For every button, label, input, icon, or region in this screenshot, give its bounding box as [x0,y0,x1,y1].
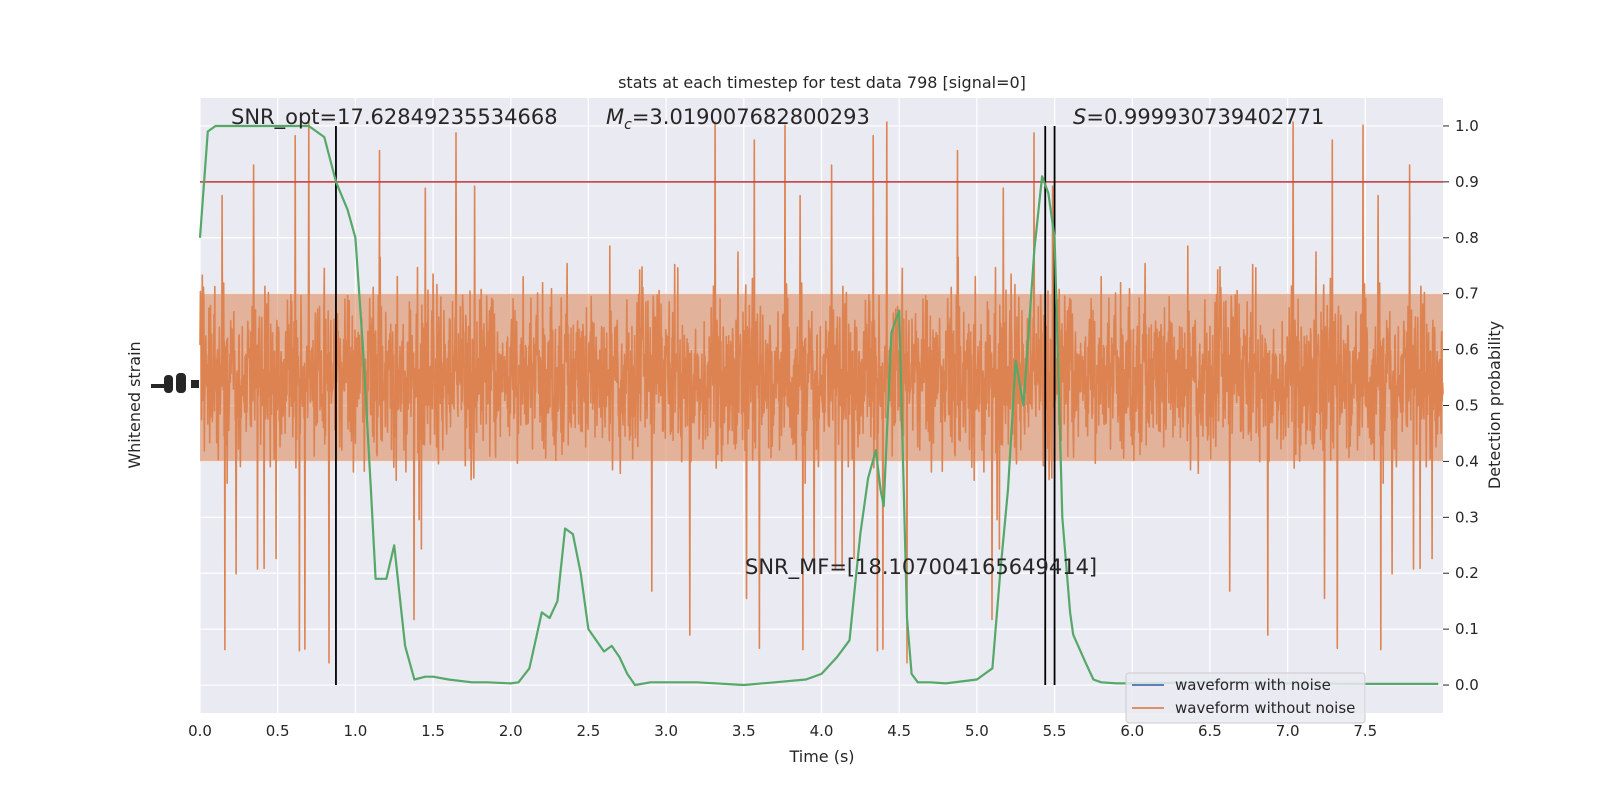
series-detection-probability [198,124,1439,687]
x-tick-label: 0.5 [266,722,290,740]
left-axis-collapsed-ticks [151,373,199,393]
chirp-mass-symbol: M [606,105,624,129]
chirp-mass-subscript: c [624,117,632,133]
x-tick-label: 2.5 [577,722,601,740]
chart-title: stats at each timestep for test data 798… [618,73,1026,92]
y-tick-label: 0.0 [1455,676,1479,694]
series-waveform-without-noise [199,121,1444,664]
y-axis-right-ticks: 0.0 0.1 0.2 0.3 0.4 0.5 0.6 0.7 0.8 0.9 1.0 [1443,117,1479,694]
annotation-snr-opt: SNR_opt=17.62849235534668 [231,105,558,130]
y-tick-label: 0.4 [1455,452,1479,470]
x-tick-label: 3.0 [654,722,678,740]
x-tick-label: 5.5 [1043,722,1067,740]
reference-lines [200,125,1443,686]
x-axis-label: Time (s) [788,747,854,766]
score-symbol: S [1073,105,1086,129]
legend-label-waveform-with-noise: waveform with noise [1175,676,1331,694]
y-tick-label: 0.5 [1455,397,1479,415]
chirp-mass-value: =3.019007682800293 [632,105,870,129]
x-tick-label: 1.0 [343,722,367,740]
y-tick-label: 0.8 [1455,229,1479,247]
y-tick-label: 1.0 [1455,117,1479,135]
legend-label-waveform-without-noise: waveform without noise [1175,699,1355,717]
y-axis-left-label: Whitened strain [125,341,144,468]
x-tick-label: 6.0 [1120,722,1144,740]
y-tick-label: 0.2 [1455,564,1479,582]
annotation-score: S=0.999930739402771 [1073,105,1324,129]
x-tick-label: 3.5 [732,722,756,740]
x-tick-label: 4.5 [887,722,911,740]
annotation-chirp-mass: Mc=3.019007682800293 [606,105,870,133]
annotation-snr-mf: SNR_MF=[18.107004165649414] [745,555,1097,580]
x-tick-label: 5.0 [965,722,989,740]
legend-box [1125,672,1366,724]
x-tick-label: 7.5 [1353,722,1377,740]
x-axis-ticks: 0.0 0.5 1.0 1.5 2.0 2.5 3.0 3.5 4.0 4.5 5.0 5.5 6.0 6… [188,722,1377,740]
score-value: =0.999930739402771 [1086,105,1324,129]
y-tick-label: 0.7 [1455,285,1479,303]
y-axis-right-label: Detection probability [1485,321,1504,489]
x-tick-label: 0.0 [188,722,212,740]
y-tick-label: 0.3 [1455,508,1479,526]
legend: waveform with noise waveform without noi… [1125,672,1366,724]
x-tick-label: 6.5 [1198,722,1222,740]
y-tick-label: 0.1 [1455,620,1479,638]
waveform-dense-band [200,293,1443,462]
x-tick-label: 7.0 [1276,722,1300,740]
x-tick-label: 1.5 [421,722,445,740]
x-tick-label: 4.0 [810,722,834,740]
y-tick-label: 0.6 [1455,341,1479,359]
detection-probability-line [198,124,1439,687]
y-tick-label: 0.9 [1455,173,1479,191]
x-tick-label: 2.0 [499,722,523,740]
